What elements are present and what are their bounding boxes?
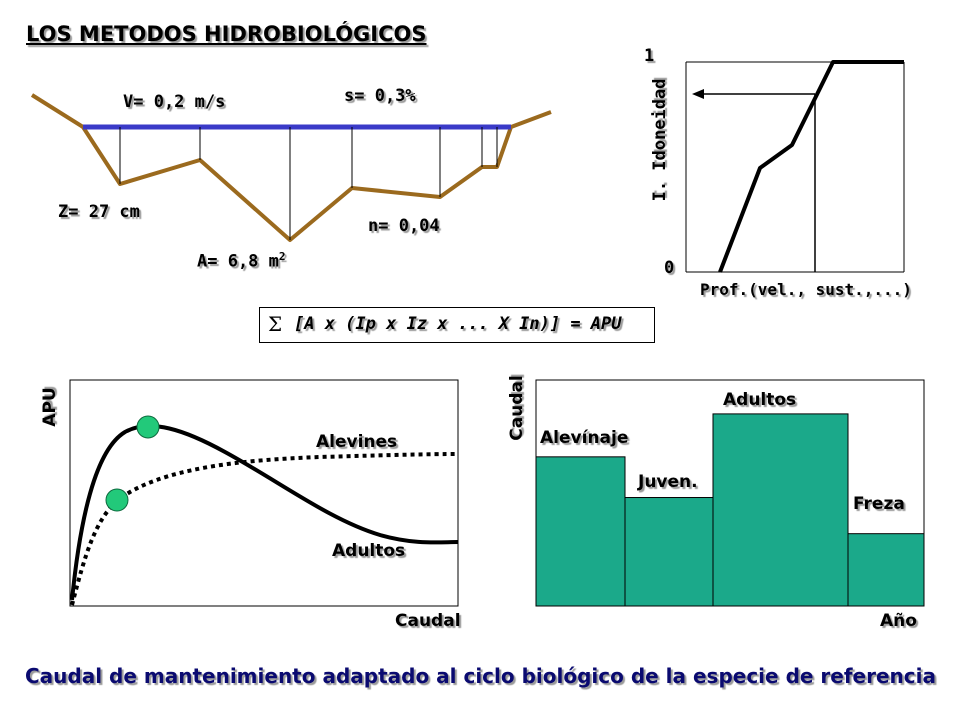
apu-optimum-marker-alevines bbox=[105, 488, 129, 512]
bar-3 bbox=[712, 413, 849, 607]
bar-4 bbox=[847, 533, 925, 607]
apu-optimum-marker-adultos bbox=[136, 415, 160, 439]
apu-curve-alevines bbox=[70, 452, 459, 606]
apu-formula-box: Σ [A x (Ip x Iz x ... X In)] = APU bbox=[259, 307, 655, 343]
apu-x-label: Caudal bbox=[395, 611, 461, 631]
apu-chart bbox=[69, 379, 459, 607]
apu-series-label-adultos: Adultos bbox=[332, 541, 406, 561]
bar-chart-y-label: Caudal bbox=[507, 375, 527, 441]
apu-curve-adultos bbox=[70, 424, 459, 601]
bar-chart-x-label: Año bbox=[880, 611, 917, 631]
suitability-chart bbox=[685, 60, 905, 273]
apu-y-label: APU bbox=[40, 387, 60, 427]
velocity-label: V= 0,2 m/s bbox=[123, 92, 226, 112]
area-label-text: A= 6,8 m bbox=[197, 251, 279, 272]
apu-series-label-alevines: Alevines bbox=[316, 432, 398, 452]
depth-label: Z= 27 cm bbox=[58, 202, 140, 222]
suitability-y-label: I. Idoneidad bbox=[650, 78, 670, 202]
bar-label-freza: Freza bbox=[853, 494, 905, 514]
bottom-caption: Caudal de mantenimiento adaptado al cicl… bbox=[25, 664, 936, 688]
flow-bar-chart bbox=[535, 379, 925, 607]
suitability-curve bbox=[718, 60, 904, 273]
bar-label-adultos: Adultos bbox=[723, 390, 797, 410]
bar-2 bbox=[624, 497, 714, 607]
suitability-y-top-label: 1 bbox=[644, 46, 655, 66]
area-label: A= 6,8 m2 bbox=[197, 250, 286, 272]
area-label-exponent: 2 bbox=[278, 250, 286, 263]
sigma-icon: Σ bbox=[268, 312, 283, 336]
apu-chart-frame bbox=[69, 379, 459, 607]
suitability-x-label: Prof.(vel., sust.,...) bbox=[700, 280, 912, 299]
bar-label-juven: Juven. bbox=[638, 472, 698, 492]
roughness-label: n= 0,04 bbox=[368, 216, 440, 236]
apu-formula-text: [A x (Ip x Iz x ... X In)] = APU bbox=[294, 314, 622, 334]
slope-label: s= 0,3% bbox=[344, 86, 416, 106]
suitability-y-bottom-label: 0 bbox=[664, 258, 675, 278]
arrow-head-icon bbox=[692, 89, 704, 99]
page-title: LOS METODOS HIDROBIOLÓGICOS bbox=[26, 22, 427, 46]
bar-1 bbox=[535, 456, 626, 607]
bar-label-alevinaje: Alevínaje bbox=[540, 428, 629, 448]
